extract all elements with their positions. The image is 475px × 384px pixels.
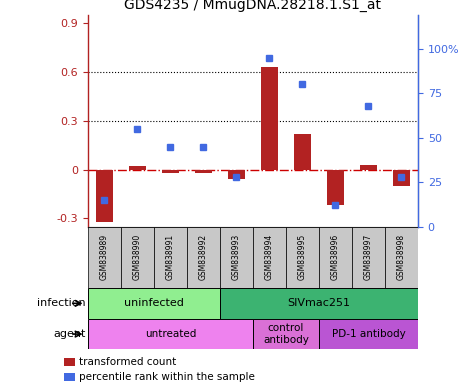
Bar: [195, 170, 212, 173]
Text: GSM838990: GSM838990: [133, 234, 142, 280]
Bar: [96, 170, 113, 222]
Bar: [129, 166, 146, 170]
Bar: [327, 170, 344, 205]
Text: percentile rank within the sample: percentile rank within the sample: [79, 372, 255, 382]
Bar: [121, 227, 154, 288]
Text: SIVmac251: SIVmac251: [287, 298, 351, 308]
Text: GSM838992: GSM838992: [199, 234, 208, 280]
Bar: [253, 319, 319, 349]
Bar: [88, 227, 121, 288]
Text: GSM838993: GSM838993: [232, 234, 241, 280]
Bar: [220, 227, 253, 288]
Text: infection: infection: [37, 298, 86, 308]
Bar: [319, 319, 418, 349]
Text: GSM838989: GSM838989: [100, 234, 109, 280]
Text: GSM838998: GSM838998: [397, 234, 406, 280]
Text: uninfected: uninfected: [124, 298, 184, 308]
Text: control
antibody: control antibody: [263, 323, 309, 345]
Text: GSM838994: GSM838994: [265, 234, 274, 280]
Text: GSM838995: GSM838995: [298, 234, 307, 280]
Bar: [228, 170, 245, 179]
Bar: [187, 227, 220, 288]
Bar: [88, 319, 253, 349]
Bar: [393, 170, 410, 186]
Text: agent: agent: [53, 329, 86, 339]
Text: untreated: untreated: [145, 329, 196, 339]
Text: GSM838991: GSM838991: [166, 234, 175, 280]
Bar: [154, 227, 187, 288]
Title: GDS4235 / MmugDNA.28218.1.S1_at: GDS4235 / MmugDNA.28218.1.S1_at: [124, 0, 381, 12]
Bar: [319, 227, 352, 288]
Text: transformed count: transformed count: [79, 357, 177, 367]
Bar: [360, 165, 377, 170]
Bar: [261, 67, 278, 170]
Text: GSM838996: GSM838996: [331, 234, 340, 280]
Bar: [352, 227, 385, 288]
Bar: [253, 227, 286, 288]
Bar: [162, 170, 179, 173]
Bar: [294, 134, 311, 170]
Bar: [220, 288, 418, 319]
Bar: [286, 227, 319, 288]
Text: GSM838997: GSM838997: [364, 234, 373, 280]
Bar: [88, 288, 220, 319]
Bar: [385, 227, 418, 288]
Text: PD-1 antibody: PD-1 antibody: [332, 329, 405, 339]
